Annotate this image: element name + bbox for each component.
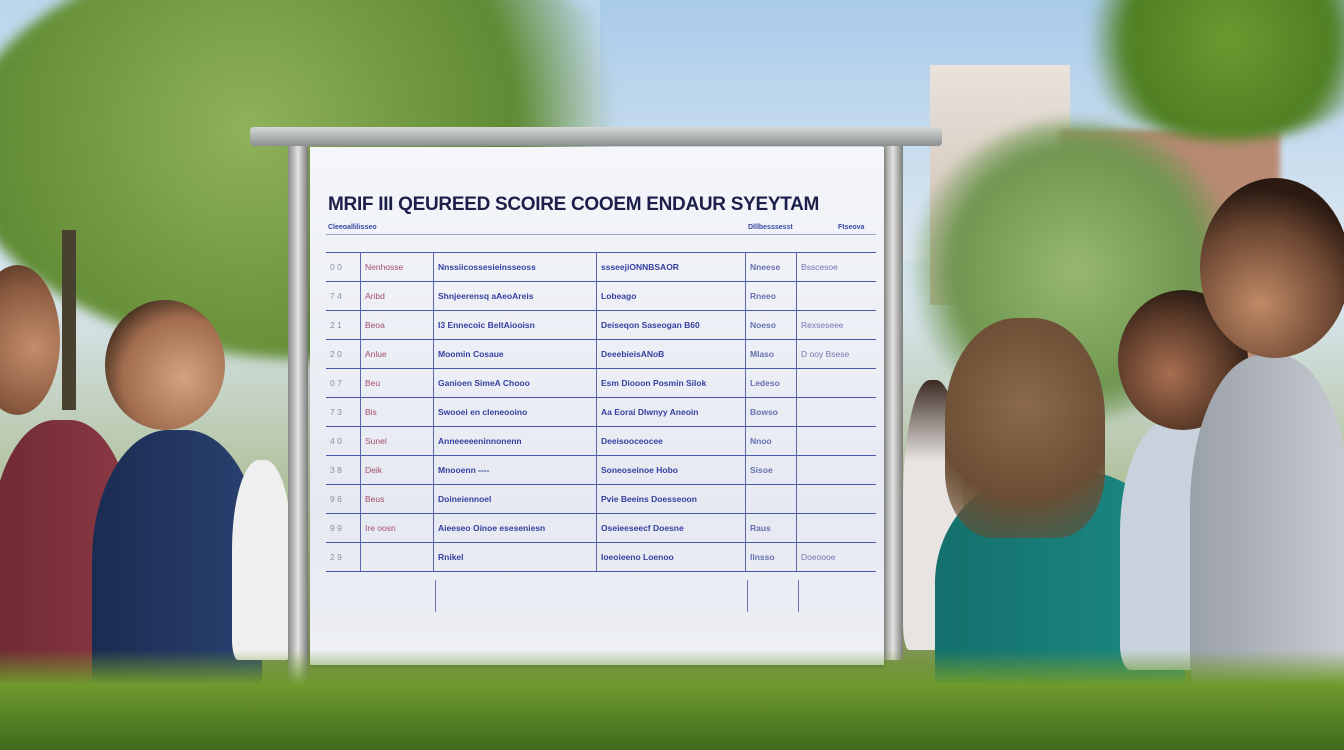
table-cell bbox=[796, 281, 876, 311]
table-cell: Esm Diooon Posmin Silok bbox=[596, 368, 746, 398]
table-cell: DeeebieisANoB bbox=[596, 339, 746, 369]
table-cell: Anlue bbox=[360, 339, 434, 369]
table-cell: Mlaso bbox=[745, 339, 797, 369]
table-cell: 7 3 bbox=[326, 397, 361, 427]
table-cell: Ire oosn bbox=[360, 513, 434, 543]
table-row: 0 0 Nenhosse Nnssiicossesieinsseoss ssseeji… bbox=[326, 252, 876, 282]
child-gray-shirt-head bbox=[1200, 178, 1344, 358]
table-cell: Beoa bbox=[360, 310, 434, 340]
table-cell: Nneese bbox=[745, 252, 797, 282]
grass-foreground bbox=[0, 650, 1344, 750]
table-row: 3 8 Deik Mnooenn ---- Soneoseinoe Hobo Sisoe bbox=[326, 455, 876, 485]
table-cell: Shnjeerensq aAeoAreis bbox=[433, 281, 597, 311]
table-cell: Soneoseinoe Hobo bbox=[596, 455, 746, 485]
table-cell bbox=[796, 455, 876, 485]
table-cell bbox=[796, 368, 876, 398]
table-cell: Raus bbox=[745, 513, 797, 543]
table-cell: Deiseqon Saseogan B60 bbox=[596, 310, 746, 340]
table-cell: Bsscesoe bbox=[796, 252, 876, 282]
table-row: 7 4 Aribd Shnjeerensq aAeoAreis Lobeago Rnee… bbox=[326, 281, 876, 311]
board-post-right bbox=[883, 140, 903, 660]
table-row: 2 9 Rnikel Ioeoieeno Loenoo Ilnsso Doeoooe bbox=[326, 542, 876, 572]
table-cell: Pvie Beeins Doesseoon bbox=[596, 484, 746, 514]
table-cell: Oseieeseecf Doesne bbox=[596, 513, 746, 543]
child-teal-shirt-hair bbox=[945, 318, 1105, 538]
table-cell: Doineiennoel bbox=[433, 484, 597, 514]
board-title: MRIF III QEUREED SCOIRE COOEM ENDAUR SYE… bbox=[328, 194, 820, 215]
table-cell bbox=[796, 397, 876, 427]
table-row: 9 9 Ire oosn Aieeseo Oinoe eseseniesn Oseie… bbox=[326, 513, 876, 543]
table-cell: Beus bbox=[360, 484, 434, 514]
table-cell: Bis bbox=[360, 397, 434, 427]
table-cell: Aieeseo Oinoe eseseniesn bbox=[433, 513, 597, 543]
table-cell: Rexseseee bbox=[796, 310, 876, 340]
table-cell: Sunel bbox=[360, 426, 434, 456]
table-cell: 3 8 bbox=[326, 455, 361, 485]
table-cell: 4 0 bbox=[326, 426, 361, 456]
table-cell: Beu bbox=[360, 368, 434, 398]
table-cell: I3 Ennecoic BeltAiooisn bbox=[433, 310, 597, 340]
table-row: 4 0 Sunel Anneeeeeninnonenn Deeisooceocee Nn… bbox=[326, 426, 876, 456]
table-cell: 2 9 bbox=[326, 542, 361, 572]
board-post-left bbox=[288, 140, 308, 700]
table-cell: Sisoe bbox=[745, 455, 797, 485]
child-gray-shirt bbox=[1190, 355, 1344, 695]
table-cell: Ganioen SimeA Chooo bbox=[433, 368, 597, 398]
board-subheader: Dlllbesssesst bbox=[748, 224, 793, 231]
table-cell: Deik bbox=[360, 455, 434, 485]
table-cell: Mnooenn ---- bbox=[433, 455, 597, 485]
table-cell: Swooei en cleneooino bbox=[433, 397, 597, 427]
table-cell: Aa Eorai Dlwnyy Aneoin bbox=[596, 397, 746, 427]
table-cell: Deeisooceocee bbox=[596, 426, 746, 456]
header-rule bbox=[326, 234, 876, 235]
table-cell: Ilnsso bbox=[745, 542, 797, 572]
table-cell: 2 1 bbox=[326, 310, 361, 340]
table-cell bbox=[796, 426, 876, 456]
child-blue-shirt-head bbox=[105, 300, 225, 430]
table-row: 2 1 Beoa I3 Ennecoic BeltAiooisn Deiseqon S… bbox=[326, 310, 876, 340]
column-line bbox=[435, 580, 436, 612]
table-cell: Anneeeeeninnonenn bbox=[433, 426, 597, 456]
table-cell: 0 0 bbox=[326, 252, 361, 282]
score-table: 0 0 Nenhosse Nnssiicossesieinsseoss ssseeji… bbox=[326, 252, 876, 572]
column-line bbox=[798, 580, 799, 612]
table-cell: 2 0 bbox=[326, 339, 361, 369]
table-cell: Ledeso bbox=[745, 368, 797, 398]
table-cell: ssseejiONNBSAOR bbox=[596, 252, 746, 282]
column-line bbox=[747, 580, 748, 612]
table-cell: 9 9 bbox=[326, 513, 361, 543]
table-cell: Aribd bbox=[360, 281, 434, 311]
table-cell: Nnoo bbox=[745, 426, 797, 456]
table-cell: Nnssiicossesieinsseoss bbox=[433, 252, 597, 282]
child-white-shirt bbox=[232, 460, 292, 660]
table-cell: Rneeo bbox=[745, 281, 797, 311]
table-cell bbox=[745, 484, 797, 514]
table-cell: 0 7 bbox=[326, 368, 361, 398]
tree-trunk bbox=[62, 230, 76, 410]
table-cell: 9 6 bbox=[326, 484, 361, 514]
table-cell: Moomin Cosaue bbox=[433, 339, 597, 369]
table-cell bbox=[360, 542, 434, 572]
board-top-rail bbox=[250, 127, 942, 146]
table-cell: 7 4 bbox=[326, 281, 361, 311]
table-row: 2 0 Anlue Moomin Cosaue DeeebieisANoB Mlaso D… bbox=[326, 339, 876, 369]
table-cell bbox=[796, 513, 876, 543]
table-row: 7 3 Bis Swooei en cleneooino Aa Eorai Dlwny… bbox=[326, 397, 876, 427]
board-subheader: Cleeoallilisseo bbox=[328, 224, 377, 231]
table-cell: Nenhosse bbox=[360, 252, 434, 282]
table-cell bbox=[796, 484, 876, 514]
table-cell: Ioeoieeno Loenoo bbox=[596, 542, 746, 572]
table-row: 9 6 Beus Doineiennoel Pvie Beeins Doesseoon bbox=[326, 484, 876, 514]
table-cell: Bowso bbox=[745, 397, 797, 427]
board-subheader: Ftseova bbox=[838, 224, 865, 231]
table-row: 0 7 Beu Ganioen SimeA Chooo Esm Diooon Posm… bbox=[326, 368, 876, 398]
table-cell: Rnikel bbox=[433, 542, 597, 572]
table-cell: Noeso bbox=[745, 310, 797, 340]
table-cell: D ooy Bsese bbox=[796, 339, 876, 369]
table-cell: Lobeago bbox=[596, 281, 746, 311]
table-cell: Doeoooe bbox=[796, 542, 876, 572]
